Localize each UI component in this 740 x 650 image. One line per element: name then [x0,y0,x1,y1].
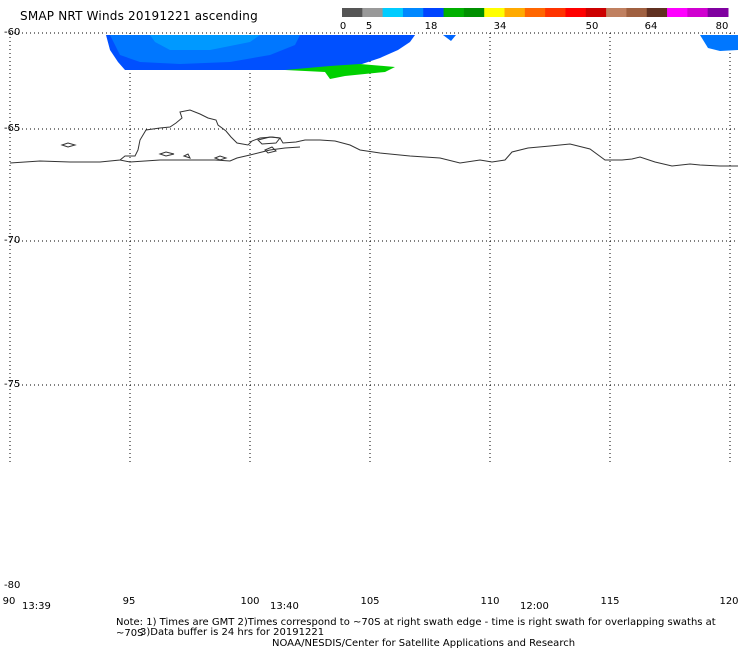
lon-label-110: 110 [480,596,500,607]
colorbar-segment [646,8,668,17]
colorbar-segment [545,8,566,17]
swath-time-1339: 13:39 [22,601,51,612]
coastline [9,109,738,167]
colorbar-segment [443,8,465,17]
wind-swath-main [106,35,456,79]
colorbar-segment [585,8,607,17]
lat-label-75: -75 [4,379,21,390]
lon-label-95: 95 [122,596,136,607]
colorbar-segment [484,8,506,17]
colorbar-segment [707,8,729,17]
colorbar-segment [524,8,546,17]
swath-time-1340: 13:40 [270,601,299,612]
colorbar-segment [687,8,709,17]
colorbar-tick-0: 0 [339,21,347,32]
wind-swath-right [700,35,738,51]
note-line-2: 3)Data buffer is 24 hrs for 20191221 [140,627,325,638]
lat-label-60: -60 [4,27,21,38]
lat-label-80: -80 [4,580,21,591]
colorbar-segment [342,8,363,17]
lon-label-105: 105 [360,596,380,607]
colorbar-segment [667,8,688,17]
colorbar-segment [423,8,445,17]
colorbar-segment [565,8,587,17]
colorbar-tick-34: 34 [493,21,507,32]
note-line-3: NOAA/NESDIS/Center for Satellite Applica… [272,638,576,649]
lon-label-120: 120 [719,596,739,607]
colorbar-tick-18: 18 [424,21,438,32]
lon-label-90: 90 [2,596,16,607]
lat-label-65: -65 [4,123,21,134]
map-title: SMAP NRT Winds 20191221 ascending [20,9,258,23]
wind-speed-colorbar [342,8,729,17]
colorbar-tick-50: 50 [585,21,599,32]
lon-label-100: 100 [240,596,260,607]
lat-label-70: -70 [4,235,21,246]
lon-label-115: 115 [600,596,620,607]
note-line-1: Note: 1) Times are GMT 2)Times correspon… [116,617,716,639]
colorbar-segment [362,8,384,17]
graticule [9,32,738,465]
colorbar-segment [626,8,648,17]
colorbar-segment [606,8,627,17]
colorbar-segment [463,8,485,17]
swath-time-1200: 12:00 [520,601,549,612]
colorbar-segment [504,8,526,17]
colorbar-segment [382,8,404,17]
colorbar-tick-64: 64 [644,21,658,32]
colorbar-tick-5: 5 [365,21,373,32]
colorbar-tick-80: 80 [715,21,729,32]
colorbar-segment [402,8,424,17]
